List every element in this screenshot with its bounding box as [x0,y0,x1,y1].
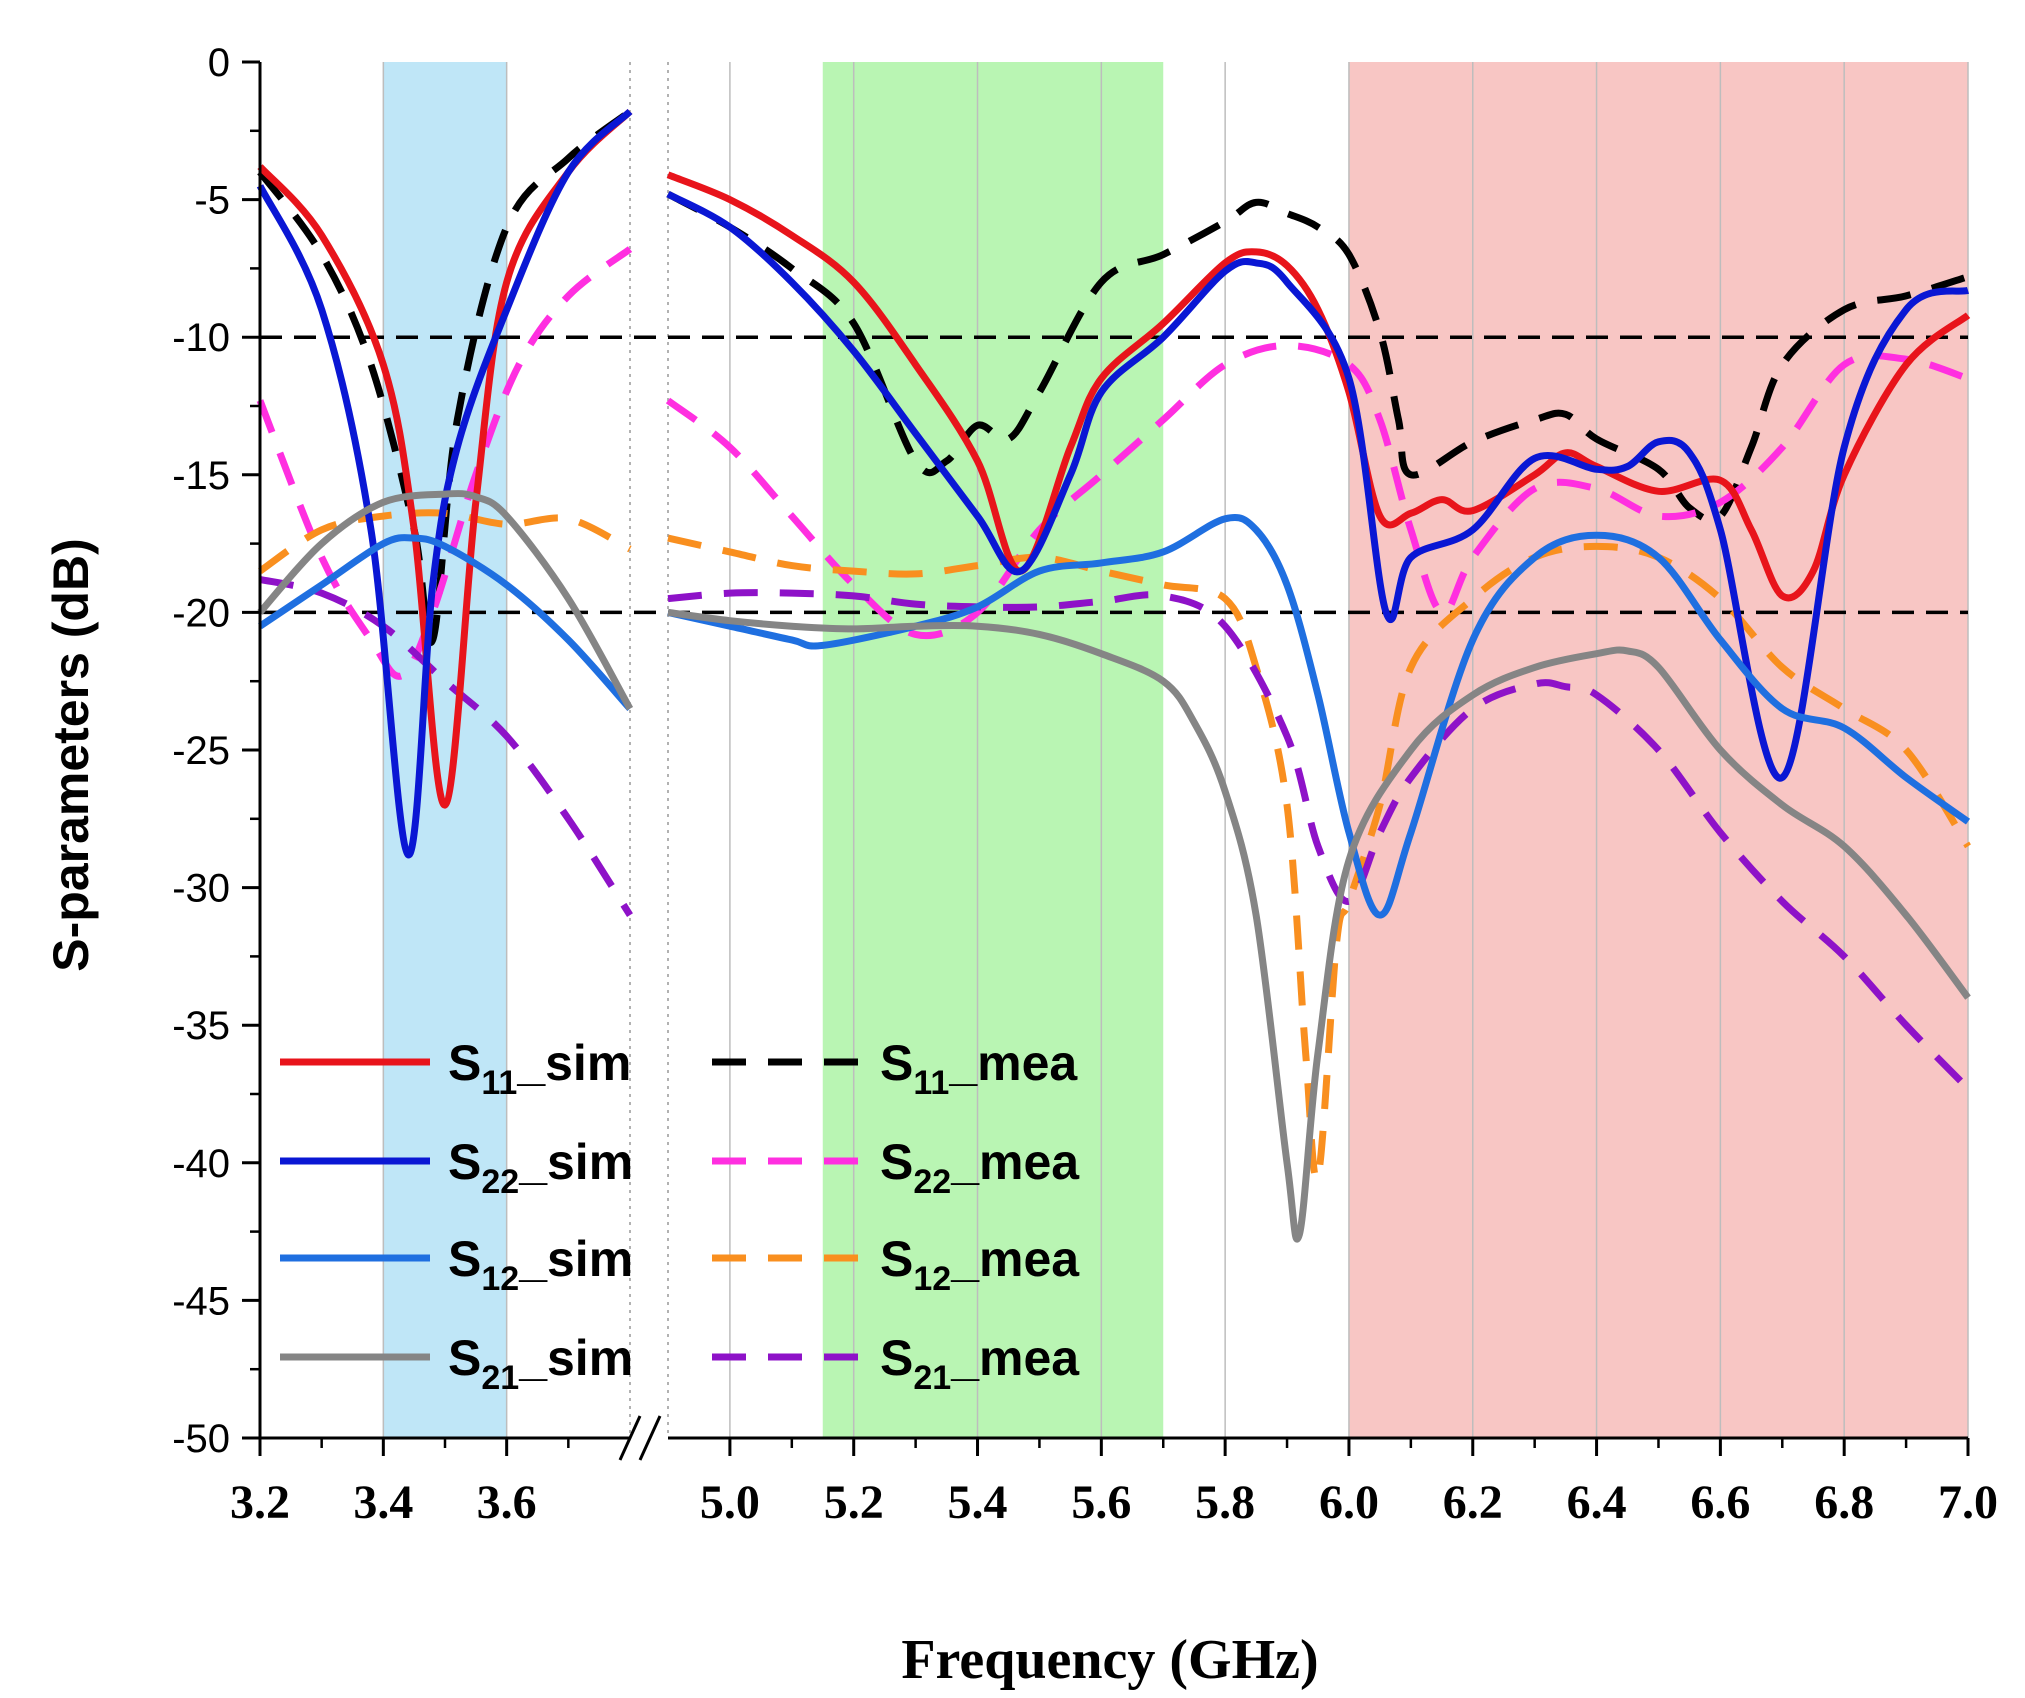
y-axis-title: S-parameters (dB) [43,538,99,971]
y-tick-label: -50 [172,1417,230,1461]
legend: S11_sim S11_mea S22_sim S22_mea S12_sim S12_m… [280,1035,1080,1397]
y-tick-label: -45 [172,1279,230,1323]
legend-label-s12-mea: S12_mea [880,1231,1080,1298]
y-tick-label: 0 [208,41,230,85]
y-tick-label: -35 [172,1004,230,1048]
y-tick-label: -15 [172,454,230,498]
series-s11-mea-segment1 [257,108,633,646]
series-s22-sim-segment1 [256,108,633,859]
axis-layer [242,60,1970,1461]
x-tick-label: 6.2 [1443,1476,1503,1529]
y-tick-label: -20 [172,591,230,635]
x-tick-label: 5.4 [948,1476,1008,1529]
legend-label-s21-mea: S21_mea [880,1330,1080,1397]
x-tick-label: 3.2 [230,1476,290,1529]
legend-label-s12-sim: S12_sim [448,1231,633,1298]
y-tick-label: -30 [172,867,230,911]
tick-label-layer: 0 -5 -10 -15 -20 -25 -30 -35 -40 -45 -503.2 3.4 3.6 5… [172,41,1998,1529]
x-tick-label: 7.0 [1938,1476,1998,1529]
x-tick-label: 5.0 [700,1476,760,1529]
series-s22-sim-segment2 [666,190,1970,782]
series-s11-mea-segment2 [666,191,1970,524]
x-tick-label: 5.8 [1195,1476,1255,1529]
shaded-band-1 [383,62,507,1438]
x-axis-title: Frequency (GHz) [901,1629,1318,1691]
y-tick-label: -5 [194,179,230,223]
x-tick-label: 3.4 [353,1476,413,1529]
series-s22-mea-segment2 [665,342,1970,639]
x-tick-label: 6.0 [1319,1476,1379,1529]
legend-label-s22-mea: S22_mea [880,1134,1080,1201]
series-s21-sim-segment2 [667,608,1971,1243]
y-tick-label: -40 [172,1142,230,1186]
shaded-band-2 [822,62,1164,1438]
x-tick-label: 6.4 [1567,1476,1627,1529]
legend-label-s11-mea: S11_mea [880,1035,1078,1102]
legend-label-s22-sim: S22_sim [448,1134,633,1201]
legend-label-s21-sim: S21_sim [448,1330,633,1397]
series-layer [256,108,1971,1243]
y-tick-label: -10 [172,316,230,360]
x-tick-label: 3.6 [477,1476,537,1529]
x-tick-label: 5.2 [824,1476,884,1529]
series-s22-mea-segment1 [256,246,633,680]
series-s11-sim-segment1 [257,108,633,809]
axis-break-slash-2 [638,1415,662,1461]
x-tick-label: 6.6 [1690,1476,1750,1529]
series-s21-mea-segment1 [259,575,633,917]
series-s12-sim-segment2 [667,513,1971,919]
legend-label-s11-sim: S11_sim [448,1035,631,1102]
axis-break-slash-1 [618,1415,642,1461]
x-tick-label: 5.6 [1071,1476,1131,1529]
series-s21-sim-segment1 [257,490,634,711]
y-tick-label: -25 [172,729,230,773]
band-layer [383,62,1968,1438]
series-s12-mea-segment2 [667,534,1971,1183]
series-s12-sim-segment1 [258,534,633,712]
x-tick-label: 6.8 [1814,1476,1874,1529]
